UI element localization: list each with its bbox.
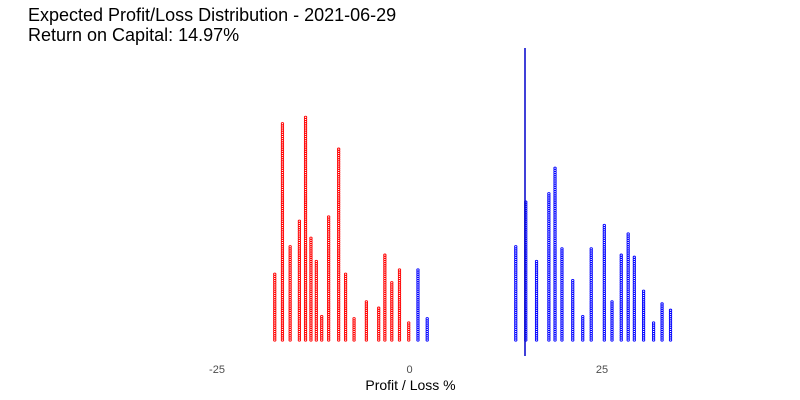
chart-title: Expected Profit/Loss Distribution - 2021… (28, 5, 397, 25)
dot-stack (560, 247, 564, 342)
dot (547, 192, 551, 196)
dot-stack (553, 166, 557, 342)
dot-stack (320, 315, 324, 342)
dot (571, 278, 575, 283)
dot (377, 306, 381, 310)
dot (314, 259, 318, 264)
dots-layer (273, 115, 673, 342)
dot (534, 259, 539, 264)
chart-title-block: Expected Profit/Loss Distribution - 2021… (28, 5, 396, 45)
dot-stack (610, 300, 614, 342)
dot (425, 317, 429, 321)
dot (610, 300, 614, 304)
dot (626, 232, 630, 236)
dot-stack (602, 223, 606, 342)
dot (364, 300, 369, 304)
dot-stack (651, 321, 656, 342)
dot-stack (343, 272, 348, 342)
dot (668, 308, 673, 312)
dot-stack (273, 272, 277, 342)
dot (297, 219, 302, 223)
dot (660, 302, 664, 306)
dot-stack (383, 253, 387, 342)
dot (416, 268, 420, 272)
dot (514, 245, 518, 249)
dot-stack (297, 219, 302, 342)
dot-stack (390, 281, 394, 342)
x-axis-label: Profit / Loss % (365, 377, 455, 393)
dot (343, 272, 348, 276)
dot-stack (314, 259, 318, 342)
dot-stack (397, 268, 402, 342)
dot (560, 247, 564, 251)
dot-stack (303, 115, 308, 342)
dot (397, 268, 402, 272)
dot (553, 166, 557, 170)
dot (352, 317, 356, 321)
dot (589, 247, 593, 251)
dot (309, 236, 313, 240)
dot-stack (337, 147, 341, 342)
dot (407, 321, 411, 325)
dot-stack (352, 317, 356, 342)
dot-stack (288, 245, 292, 342)
dot (303, 115, 308, 120)
x-axis-ticks: -25 0 25 (209, 364, 608, 376)
dot-stack (668, 308, 673, 342)
dot-stack (309, 236, 313, 342)
dot-stack (547, 192, 551, 342)
dot (280, 122, 285, 126)
dot (326, 215, 331, 219)
dot-stack (425, 317, 429, 342)
dot-stack (619, 253, 623, 342)
dot-stack (660, 302, 664, 342)
dot (320, 315, 324, 319)
dot-stack (280, 122, 285, 342)
dot-stack (626, 232, 630, 342)
dot (273, 272, 277, 276)
dot (288, 245, 292, 249)
x-tick-label: -25 (209, 364, 225, 376)
x-tick-label: 0 (406, 364, 412, 376)
dot-stack (416, 268, 420, 342)
dot-stack (581, 315, 585, 342)
dot-stack (571, 278, 575, 342)
dot-stack (534, 259, 539, 342)
chart-subtitle: Return on Capital: 14.97% (28, 25, 240, 45)
dot (632, 255, 636, 259)
dot-stack (514, 245, 518, 342)
dot-stack (632, 255, 636, 342)
dot-stack (407, 321, 411, 342)
dot (619, 253, 623, 257)
dot-stack (589, 247, 593, 342)
dot-stack (364, 300, 369, 342)
x-tick-label: 25 (596, 364, 608, 376)
dot (581, 315, 585, 319)
dot (641, 289, 646, 293)
dot (602, 223, 606, 228)
dot (390, 281, 394, 285)
dot (337, 147, 341, 151)
dot-stack (377, 306, 381, 342)
dot (383, 253, 387, 257)
dot-stack (326, 215, 331, 342)
dot-stack (641, 289, 646, 342)
dot (651, 321, 656, 325)
